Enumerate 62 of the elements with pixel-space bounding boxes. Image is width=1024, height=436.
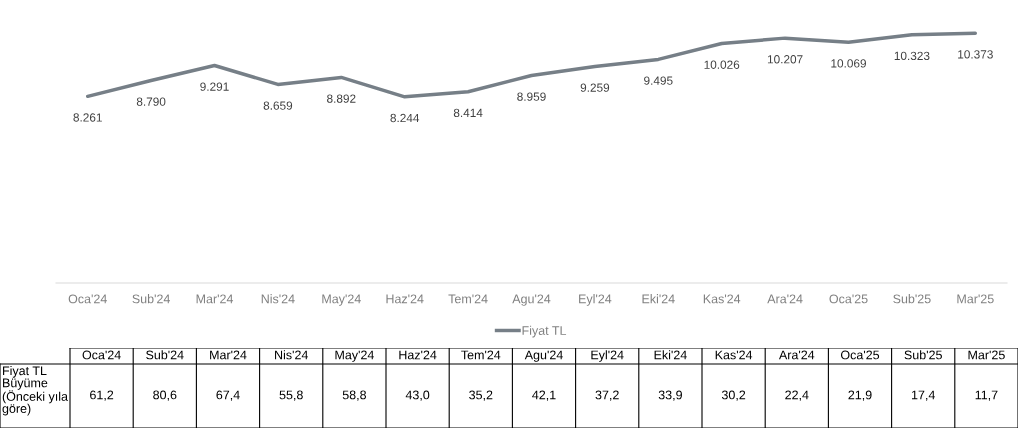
category-label: Haz'24 (399, 350, 437, 360)
x-tick-label: May'24 (322, 294, 361, 306)
x-tick-label: Agu'24 (512, 294, 551, 306)
x-tick-label: Nis'24 (261, 294, 295, 304)
data-label: 8.892 (327, 94, 356, 103)
text: 55,8 (279, 390, 303, 401)
x-tick-label: Eyl'24 (579, 294, 612, 306)
data-label: 10.373 (958, 50, 993, 59)
data-label: 10.323 (894, 51, 930, 61)
category-label: Nis'24 (275, 350, 309, 360)
data-label: 8.244 (390, 113, 420, 123)
category-label: Eki'24 (654, 350, 687, 360)
data-label: 8.414 (453, 108, 483, 118)
text: 43,0 (405, 390, 430, 401)
x-tick-label: Kas'24 (703, 294, 741, 304)
category-label: Mar'25 (968, 350, 1005, 360)
x-tick-label: Oca'24 (68, 294, 107, 304)
x-tick-label: Oca'25 (829, 294, 868, 304)
x-tick-label: Sub'24 (132, 294, 170, 304)
category-label: Kas'24 (715, 350, 753, 360)
data-label: 8.790 (136, 97, 166, 106)
category-label: Oca'25 (840, 350, 880, 360)
category-label: Sub'24 (146, 350, 184, 360)
category-label: Ara'24 (778, 350, 815, 360)
text: 17,4 (911, 390, 935, 401)
text: 21,9 (848, 390, 872, 401)
text: 37,2 (595, 390, 619, 401)
data-label: 8.959 (517, 92, 546, 101)
category-label: Agu'24 (524, 350, 563, 362)
category-label: Mar'24 (210, 350, 247, 360)
text: 61,2 (90, 390, 114, 401)
text: 58,8 (342, 390, 367, 401)
x-tick-label: Mar'24 (196, 294, 234, 304)
x-tick-label: Ara'24 (767, 294, 803, 304)
text: 30,2 (721, 390, 746, 401)
category-label: Oca'24 (82, 350, 121, 360)
text: 67,4 (216, 390, 240, 401)
text: 22,4 (785, 390, 809, 401)
x-tick-label: Haz'24 (386, 294, 424, 304)
text: 80,6 (153, 390, 177, 401)
text: 11,7 (975, 390, 998, 401)
data-label: 10.069 (831, 59, 866, 68)
data-label: 9.291 (200, 82, 229, 91)
x-tick-label: Eki'24 (642, 294, 675, 304)
data-label: 8.261 (73, 113, 102, 122)
category-label: Sub'25 (904, 350, 942, 360)
text: 35,2 (469, 390, 493, 401)
data-label: 9.259 (580, 83, 610, 92)
x-tick-label: Sub'25 (893, 294, 931, 304)
legend-label: Fiyat TL (522, 325, 567, 338)
text: 42,1 (532, 390, 556, 401)
data-label: 10.026 (704, 60, 740, 69)
data-label: 8.659 (263, 101, 293, 110)
x-tick-label: Tem'24 (448, 294, 488, 304)
data-label: 9.495 (644, 76, 673, 85)
x-tick-label: Mar'25 (957, 294, 994, 304)
category-label: May'24 (335, 350, 374, 362)
text: 33,9 (658, 390, 682, 401)
text: Fiyat TL Büyüme (Önceki yıla göre) (2, 366, 68, 416)
category-label: Tem'24 (461, 350, 501, 360)
category-label: Eyl'24 (591, 350, 624, 362)
data-label: 10.207 (767, 55, 803, 64)
